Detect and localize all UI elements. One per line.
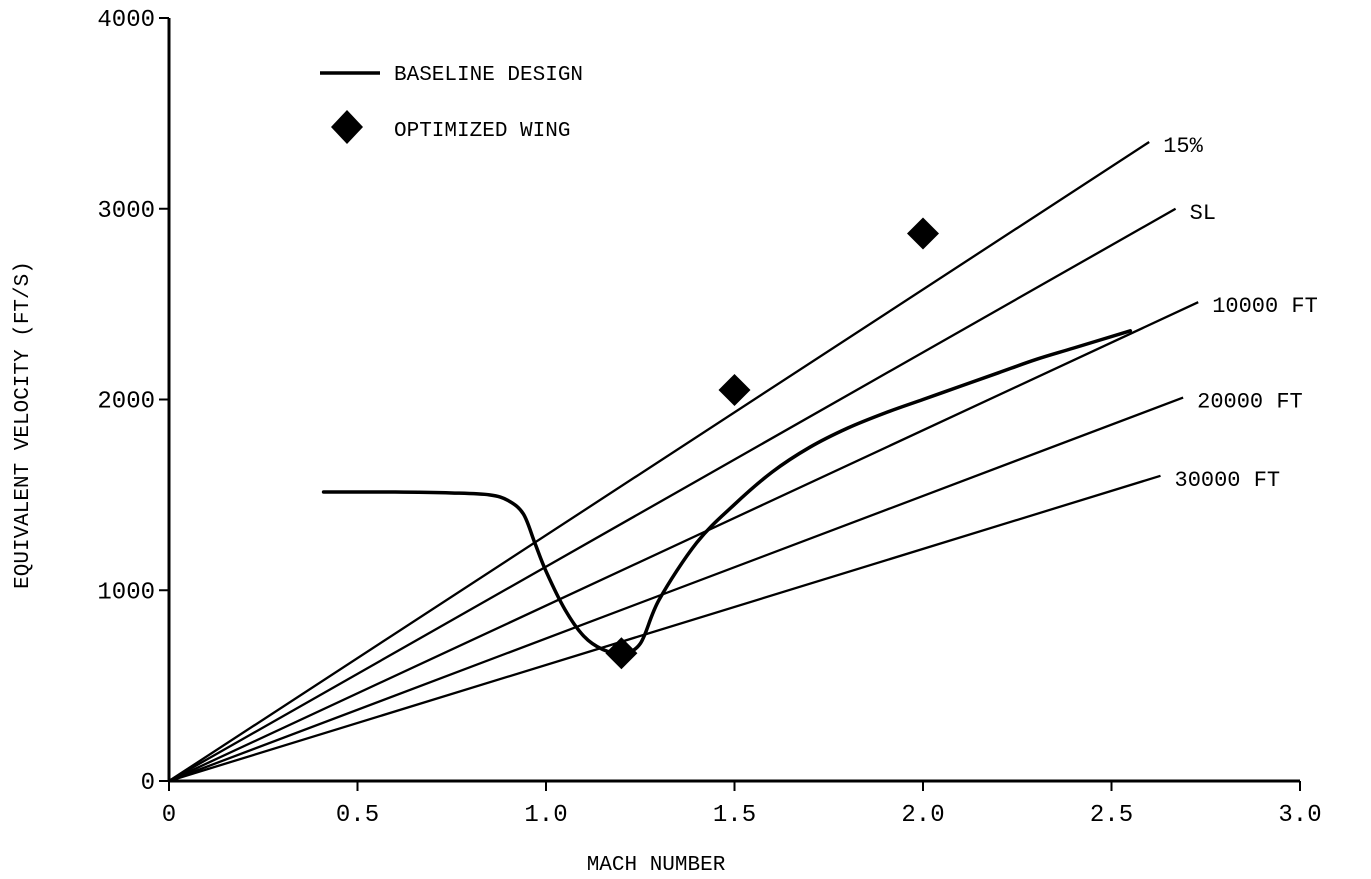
y-tick-label: 2000 <box>97 389 155 416</box>
ticks: 0 0.5 1.0 1.5 2.0 2.5 3.0 0 1000 2000 3000 4000 <box>97 7 1321 829</box>
x-tick-label: 1.5 <box>713 802 756 829</box>
legend-baseline-label: BASELINE DESIGN <box>394 64 583 87</box>
reference-line-label-20000-ft: 20000 FT <box>1197 390 1303 415</box>
reference-line-30000-ft <box>168 474 1161 783</box>
y-tick-label: 4000 <box>97 7 155 34</box>
reference-line-label-sl: SL <box>1190 201 1216 226</box>
y-tick-label: 3000 <box>97 198 155 225</box>
data-point-optimized-wing <box>605 637 638 670</box>
reference-line-15 <box>168 141 1150 782</box>
data-point-optimized-wing <box>907 217 939 250</box>
reference-lines: 15% SL 10000 FT 20000 FT 30000 FT <box>168 134 1318 783</box>
reference-line-label-30000-ft: 30000 FT <box>1175 468 1281 493</box>
reference-line-label-10000-ft: 10000 FT <box>1212 294 1318 319</box>
x-tick-label: 1.0 <box>524 802 567 829</box>
x-tick-label: 2.0 <box>901 802 944 829</box>
reference-line-sl <box>168 207 1177 782</box>
reference-line-10000-ft <box>168 301 1199 783</box>
legend-optimized-label: OPTIMIZED WING <box>394 120 570 143</box>
y-tick-label: 0 <box>141 770 155 797</box>
x-tick-label: 0 <box>162 802 176 829</box>
y-tick-label: 1000 <box>97 579 155 606</box>
data-point-optimized-wing <box>718 373 751 406</box>
y-axis-title: EQUIVALENT VELOCITY (FT/S) <box>12 261 35 589</box>
x-tick-label: 0.5 <box>336 802 379 829</box>
x-axis-title: MACH NUMBER <box>587 854 726 877</box>
series-line-baseline-design <box>321 329 1133 656</box>
legend: BASELINE DESIGN OPTIMIZED WING <box>320 64 583 144</box>
series-lines <box>321 329 1133 656</box>
legend-optimized-marker <box>331 110 363 144</box>
x-tick-label: 2.5 <box>1090 802 1133 829</box>
reference-line-20000-ft <box>168 396 1184 783</box>
reference-line-label-15: 15% <box>1163 134 1203 159</box>
markers <box>605 217 939 670</box>
x-tick-label: 3.0 <box>1278 802 1321 829</box>
